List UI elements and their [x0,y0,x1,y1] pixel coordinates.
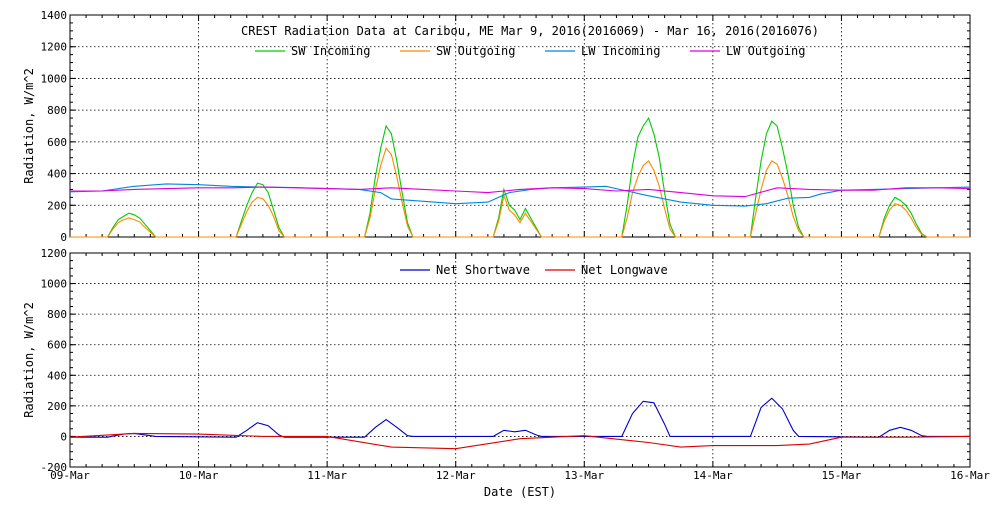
bottom-ytick-label: 1000 [41,278,68,291]
series-line-sw-incoming [70,116,970,238]
legend-label-lw-incoming: LW Incoming [581,44,660,58]
bottom-ytick-label: 800 [47,308,67,321]
top-ytick-label: 400 [47,168,67,181]
top-y-axis-label: Radiation, W/m^2 [22,68,36,184]
xtick-label-10-Mar: 10-Mar [179,469,219,482]
xtick-label-15-Mar: 15-Mar [822,469,862,482]
top-ytick-label: 0 [60,231,67,244]
legend-label-net-longwave: Net Longwave [581,263,668,277]
top-plot-frame [69,14,971,238]
bottom-ytick-label: -200 [41,461,68,474]
bottom-ytick-label: 600 [47,339,67,352]
xtick-label-16-Mar: 16-Mar [950,469,990,482]
top-ytick-label: 600 [47,136,67,149]
bottom-x-axis-label: Date (EST) [484,485,556,499]
bottom-ytick-label: 400 [47,369,67,382]
top-chart-title: CREST Radiation Data at Caribou, ME Mar … [241,24,819,38]
top-ytick-label: 1400 [41,9,68,22]
bottom-ytick-label: 1200 [41,247,68,260]
legend-label-sw-outgoing: SW Outgoing [436,44,515,58]
top-ytick-label: 800 [47,104,67,117]
xtick-label-14-Mar: 14-Mar [693,469,733,482]
bottom-ytick-label: 200 [47,400,67,413]
top-ytick-label: 200 [47,199,67,212]
legend-label-sw-incoming: SW Incoming [291,44,370,58]
bottom-y-axis-label: Radiation, W/m^2 [22,302,36,418]
xtick-label-12-Mar: 12-Mar [436,469,476,482]
top-ytick-label: 1000 [41,72,68,85]
xtick-label-09-Mar: 09-Mar [50,469,90,482]
legend-label-net-shortwave: Net Shortwave [436,263,530,277]
legend-label-lw-outgoing: LW Outgoing [726,44,805,58]
bottom-plot-frame [69,252,971,468]
top-ytick-label: 1200 [41,41,68,54]
series-line-lw-incoming [69,183,971,207]
series-line-net-longwave [69,432,971,450]
bottom-ytick-label: 0 [60,430,67,443]
series-line-sw-outgoing [70,147,970,238]
series-line-net-shortwave [70,397,970,438]
xtick-label-11-Mar: 11-Mar [307,469,347,482]
series-line-lw-outgoing [70,186,971,198]
xtick-label-13-Mar: 13-Mar [564,469,604,482]
